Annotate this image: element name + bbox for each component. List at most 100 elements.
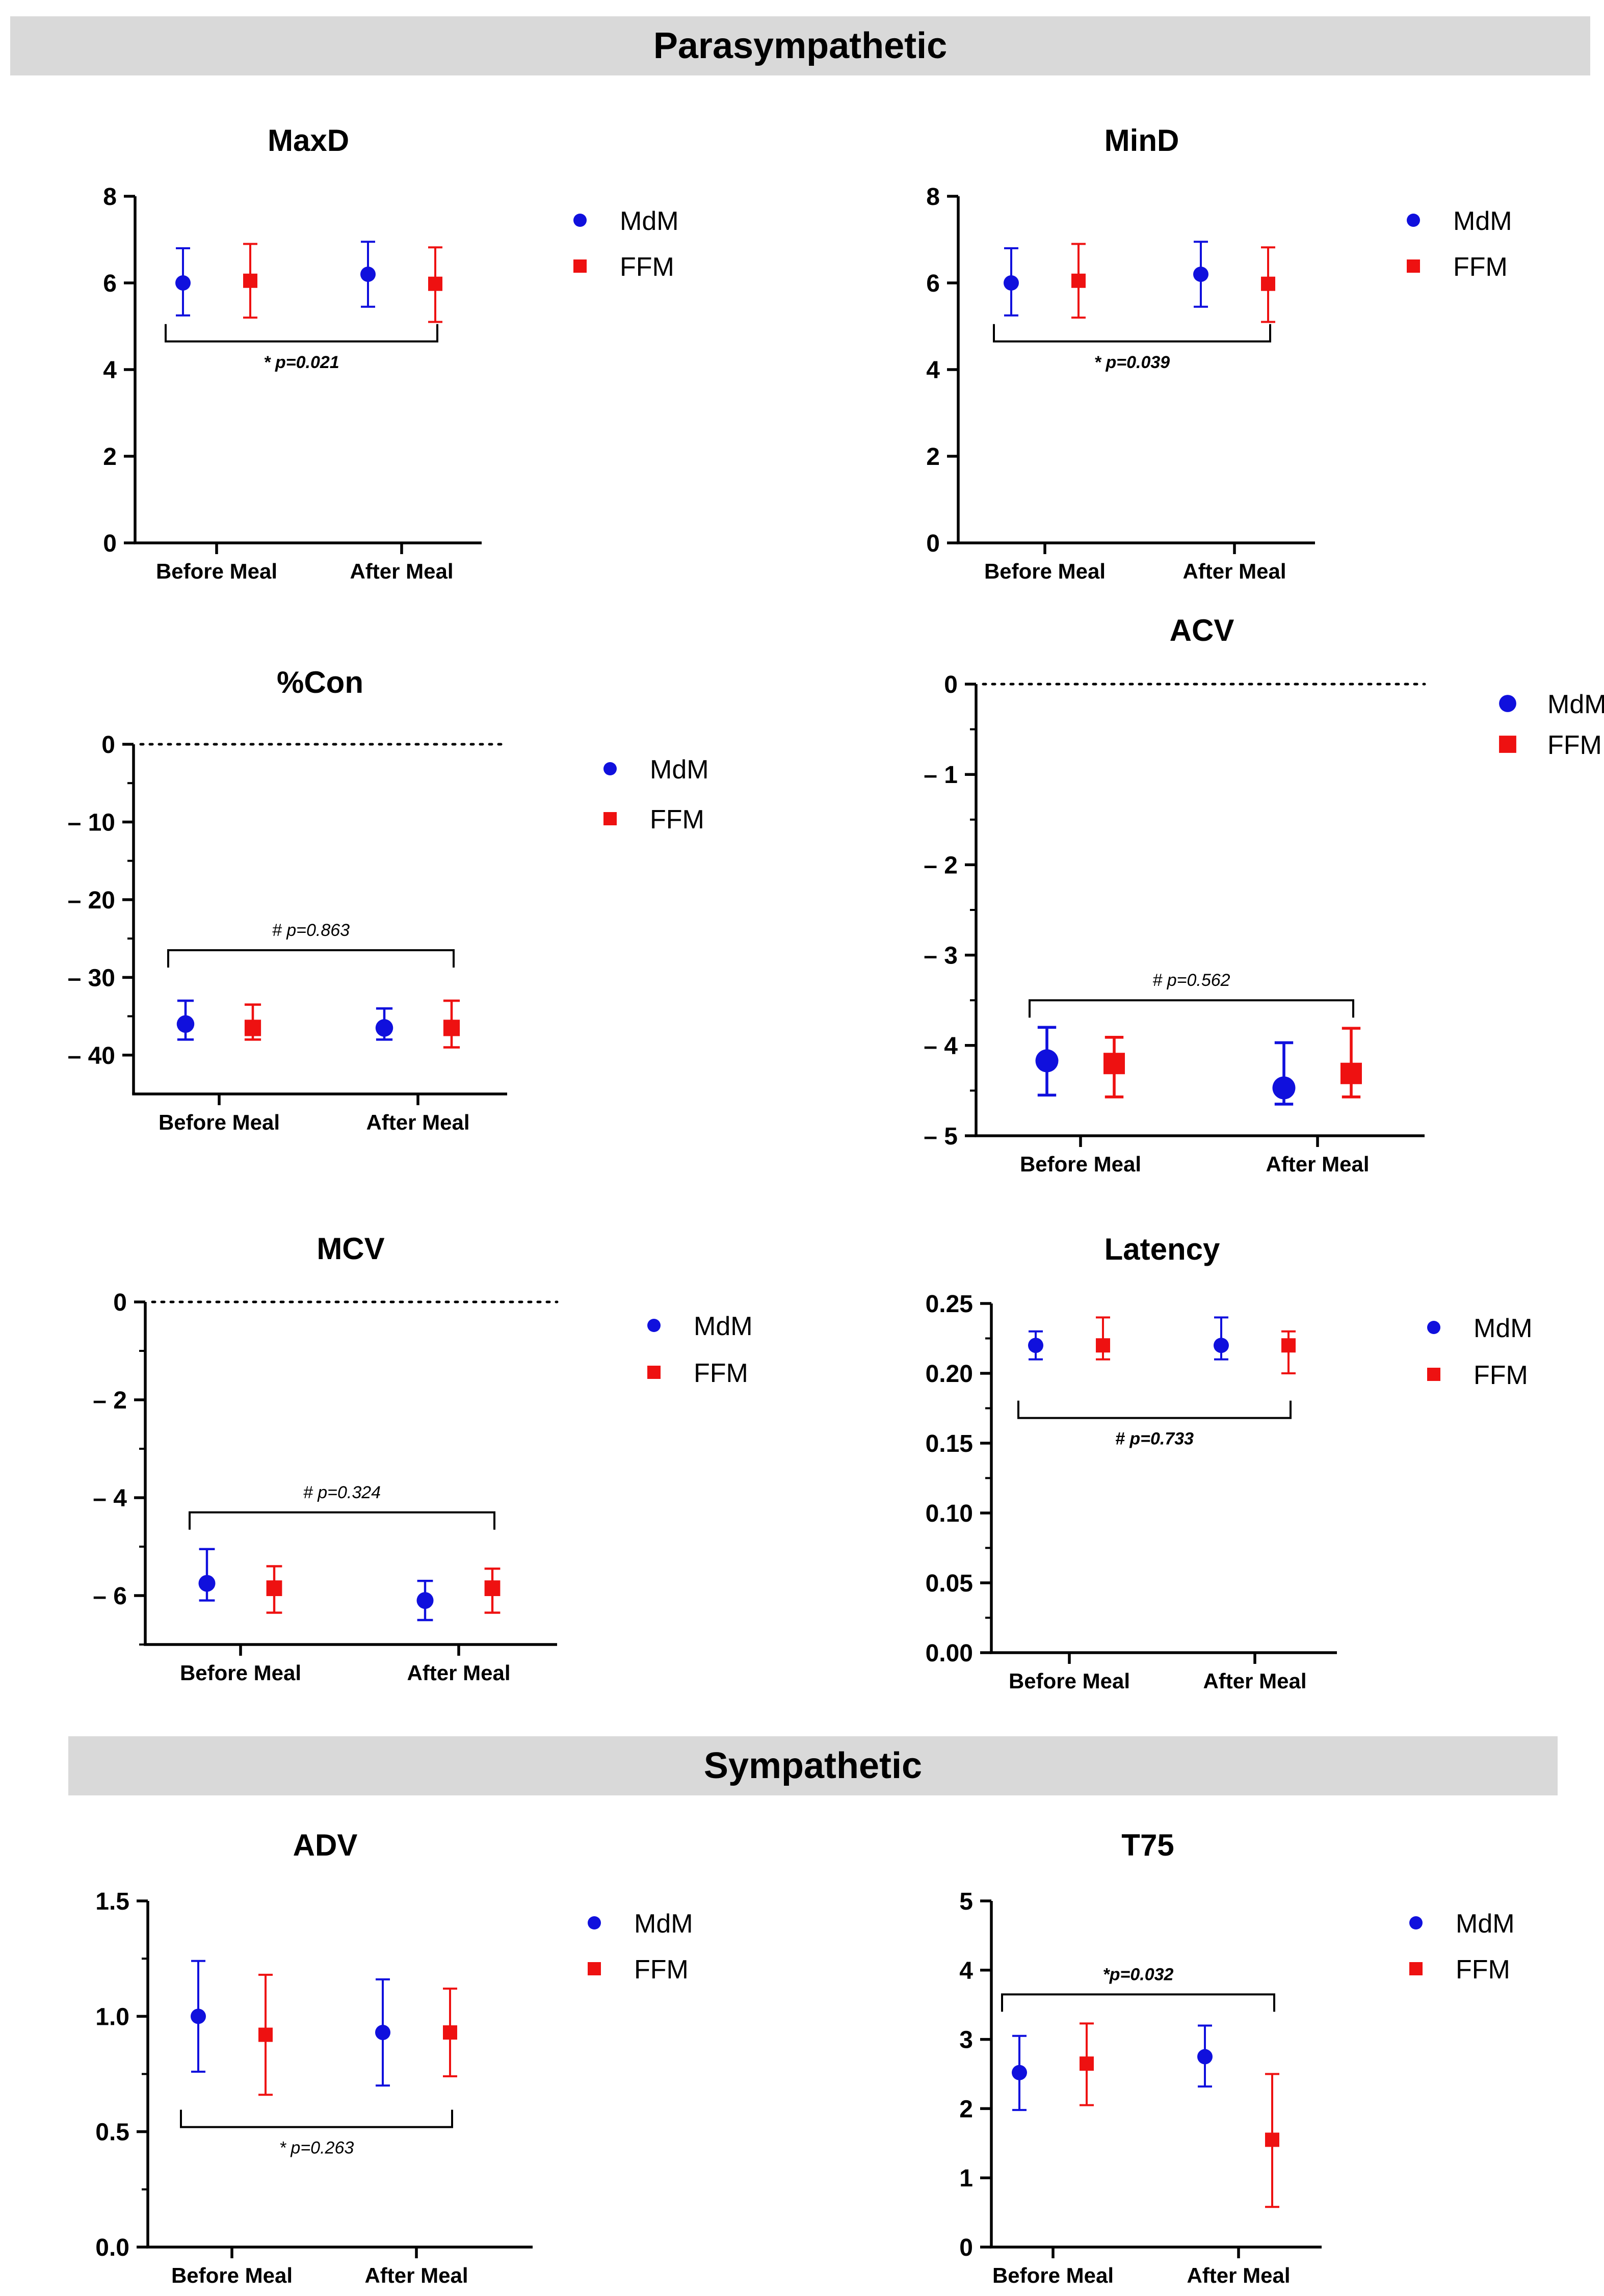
mdm-point — [175, 247, 191, 317]
y-tick-label: 2 — [926, 443, 940, 471]
legend: MdM FFM — [603, 755, 709, 834]
mdm-point — [1004, 247, 1019, 317]
mdm-point — [416, 1579, 434, 1622]
chart-con: %Con 0 – 10 – 20 – 30 – 40 Before Meal After Me… — [68, 665, 709, 1134]
x-tick-label: After Meal — [1182, 559, 1286, 583]
x-tick-label: Before Meal — [159, 1110, 280, 1134]
legend-ffm-marker — [573, 259, 587, 273]
legend-ffm-marker — [1409, 1962, 1423, 1975]
mdm-point — [191, 1960, 206, 2073]
ffm-marker — [484, 1580, 501, 1596]
significance-label: * p=0.021 — [264, 353, 339, 372]
mdm-point — [198, 1548, 216, 1602]
y-tick-label: 1.5 — [95, 1888, 129, 1915]
y-tick-label: – 4 — [93, 1485, 127, 1512]
x-tick-label: Before Meal — [171, 2263, 293, 2287]
y-tick-label: 0 — [944, 671, 958, 698]
y-tick-label: 0.20 — [926, 1361, 973, 1388]
ffm-point — [1340, 1027, 1362, 1099]
mdm-marker — [1035, 1049, 1059, 1073]
legend-mdm-marker — [1407, 214, 1420, 227]
y-tick-label: 5 — [959, 1888, 973, 1915]
mdm-marker — [198, 1575, 216, 1592]
significance-label: * p=0.039 — [1094, 353, 1170, 372]
mdm-point — [176, 999, 195, 1041]
section-header-parasympathetic: Parasympathetic — [10, 16, 1590, 75]
mdm-marker — [375, 2025, 390, 2041]
ffm-marker — [266, 1580, 282, 1596]
mdm-point — [360, 241, 376, 308]
ffm-marker — [443, 2025, 457, 2040]
legend-mdm-label: MdM — [1456, 1909, 1515, 1939]
y-tick-label: – 30 — [68, 964, 115, 992]
mdm-marker — [1004, 275, 1019, 291]
y-tick-label: 8 — [926, 184, 940, 211]
x-tick-label: Before Meal — [1009, 1669, 1130, 1693]
ffm-point — [1265, 2073, 1279, 2208]
legend: MdM FFM — [1407, 206, 1512, 282]
ffm-point — [1261, 246, 1275, 323]
chart-title: T75 — [1121, 1828, 1174, 1862]
legend-mdm-marker — [1427, 1321, 1440, 1334]
legend-mdm-label: MdM — [650, 755, 709, 785]
ffm-marker — [1340, 1062, 1362, 1084]
x-tick-label: After Meal — [366, 1110, 469, 1134]
legend-mdm-label: MdM — [634, 1909, 693, 1939]
ffm-point — [443, 1988, 457, 2078]
y-tick-label: 6 — [103, 270, 117, 297]
section-title: Sympathetic — [703, 1745, 923, 1786]
y-tick-label: 0 — [113, 1289, 127, 1316]
significance-label: # p=0.733 — [1115, 1429, 1194, 1449]
legend: MdM FFM — [588, 1909, 693, 1985]
y-tick-label: 8 — [103, 184, 117, 211]
legend-mdm-marker — [588, 1916, 601, 1929]
y-tick-label: 0.15 — [926, 1430, 973, 1457]
legend-ffm-marker — [647, 1366, 661, 1379]
legend-mdm-label: MdM — [1474, 1314, 1533, 1343]
ffm-point — [1080, 2022, 1094, 2106]
significance-label: # p=0.562 — [1152, 971, 1230, 990]
y-tick-label: 1 — [959, 2165, 973, 2192]
legend-mdm-marker — [573, 214, 587, 227]
legend-mdm-label: MdM — [694, 1312, 753, 1341]
significance-bracket — [165, 324, 438, 343]
chart-title: MCV — [317, 1232, 384, 1266]
mdm-marker — [360, 267, 376, 282]
ffm-marker — [1265, 2132, 1279, 2147]
x-tick-label: After Meal — [364, 2263, 468, 2287]
ffm-marker — [1103, 1053, 1125, 1075]
legend-ffm-marker — [588, 1962, 601, 1975]
mdm-point — [1012, 2034, 1027, 2111]
legend: MdM FFM — [647, 1312, 753, 1388]
legend-ffm-label: FFM — [694, 1359, 748, 1388]
x-tick-label: After Meal — [1266, 1152, 1369, 1176]
ffm-point — [1103, 1036, 1125, 1099]
significance-bracket — [180, 2109, 453, 2128]
mdm-point — [1197, 2024, 1213, 2088]
y-tick-label: – 3 — [924, 943, 958, 970]
legend-ffm-marker — [603, 812, 617, 825]
ffm-point — [443, 999, 460, 1049]
x-tick-label: After Meal — [350, 559, 453, 583]
y-tick-label: 0 — [103, 530, 117, 557]
mdm-marker — [191, 2008, 206, 2024]
y-tick-label: 0.5 — [95, 2119, 129, 2146]
x-tick-label: Before Meal — [984, 559, 1106, 583]
y-tick-label: 4 — [959, 1958, 973, 1985]
legend-ffm-marker — [1427, 1368, 1440, 1381]
mdm-point — [1214, 1316, 1229, 1361]
y-tick-label: 0 — [959, 2234, 973, 2261]
legend-ffm-label: FFM — [650, 805, 704, 834]
y-tick-label: 0.00 — [926, 1640, 973, 1667]
chart-mind: MinD 0 2 4 6 8 Before Meal After Meal * p=0.039 M… — [926, 123, 1512, 583]
legend-ffm-label: FFM — [620, 252, 674, 282]
ffm-point — [1096, 1316, 1110, 1361]
ffm-marker — [1096, 1338, 1110, 1353]
y-tick-label: 3 — [959, 2027, 973, 2054]
y-tick-label: – 5 — [924, 1123, 958, 1150]
legend-mdm-marker — [647, 1319, 661, 1332]
y-tick-label: 6 — [926, 270, 940, 297]
chart-title: Latency — [1105, 1232, 1220, 1266]
mdm-marker — [175, 275, 191, 291]
y-tick-label: 4 — [926, 357, 940, 384]
